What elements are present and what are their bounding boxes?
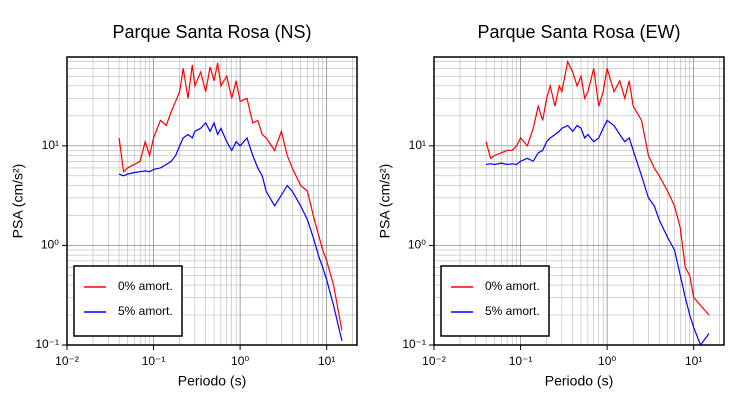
panel: 10⁻² 10⁻¹ 10⁰ 10¹ 10⁻¹ 10⁰ 10¹ Parque Santa Ros… xyxy=(377,22,725,389)
x-tick-label: 10⁰ xyxy=(231,354,249,368)
y-tick-label: 10⁰ xyxy=(408,238,426,252)
panel: 10⁻² 10⁻¹ 10⁰ 10¹ 10⁻¹ 10⁰ 10¹ Parque Santa Ros… xyxy=(10,22,358,389)
chart-title: Parque Santa Rosa (NS) xyxy=(112,22,311,42)
legend-label: 5% amort. xyxy=(118,304,173,318)
y-tick-label: 10⁰ xyxy=(41,238,59,252)
x-tick-label: 10⁻² xyxy=(422,354,446,368)
legend-box xyxy=(440,265,550,337)
x-axis-label: Periodo (s) xyxy=(178,373,246,389)
y-tick-label: 10¹ xyxy=(409,138,426,152)
plot-frame xyxy=(433,56,725,346)
x-tick-label: 10⁻² xyxy=(55,354,79,368)
legend-label: 5% amort. xyxy=(485,304,540,318)
y-tick-label: 10⁻¹ xyxy=(35,337,59,351)
y-tick-label: 10¹ xyxy=(42,138,59,152)
plot-frame xyxy=(66,56,358,346)
legend-label: 0% amort. xyxy=(485,279,540,293)
y-tick-label: 10⁻¹ xyxy=(402,337,426,351)
series-line xyxy=(486,119,710,345)
y-axis-label: PSA (cm/s²) xyxy=(377,164,393,239)
x-tick-label: 10⁰ xyxy=(598,354,616,368)
x-axis-label: Periodo (s) xyxy=(545,373,613,389)
legend: 0% amort. 5% amort. xyxy=(440,265,550,337)
series-line xyxy=(485,59,710,316)
x-tick-label: 10¹ xyxy=(318,354,335,368)
legend-box xyxy=(73,265,183,337)
series-line xyxy=(118,121,343,342)
legend: 0% amort. 5% amort. xyxy=(73,265,183,337)
x-tick-label: 10⁻¹ xyxy=(509,354,533,368)
x-tick-label: 10⁻¹ xyxy=(142,354,166,368)
series-line xyxy=(118,62,343,331)
chart-title: Parque Santa Rosa (EW) xyxy=(477,22,680,42)
y-axis-label: PSA (cm/s²) xyxy=(10,164,26,239)
x-tick-label: 10¹ xyxy=(685,354,702,368)
legend-label: 0% amort. xyxy=(118,279,173,293)
